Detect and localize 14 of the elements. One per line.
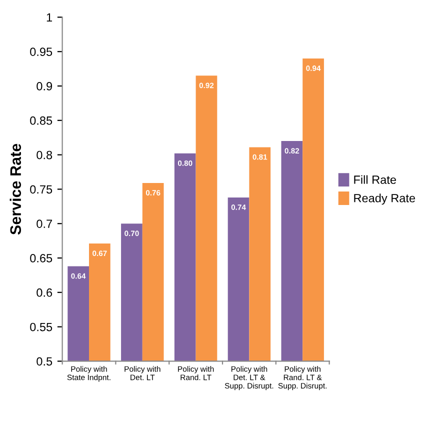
y-tick-label: 0.5 (36, 357, 52, 366)
y-tick-label: 0.85 (30, 116, 52, 125)
y-tick-label: 0.9 (36, 82, 52, 90)
legend-label: Ready Rate (354, 194, 416, 205)
y-tick-label: 0.7 (36, 220, 52, 228)
y-tick-label: 0.8 (36, 150, 52, 160)
legend-label: Fill Rate (354, 175, 396, 184)
y-tick-label: 0.95 (30, 48, 52, 56)
y-tick-label: 0.75 (30, 185, 52, 194)
y-tick-label: 0.65 (30, 254, 52, 262)
y-axis-title: Service Rate (10, 144, 22, 235)
y-tick-label: 0.55 (30, 322, 52, 332)
y-tick-label: 1 (46, 13, 52, 22)
y-tick-label: 0.6 (36, 288, 52, 297)
